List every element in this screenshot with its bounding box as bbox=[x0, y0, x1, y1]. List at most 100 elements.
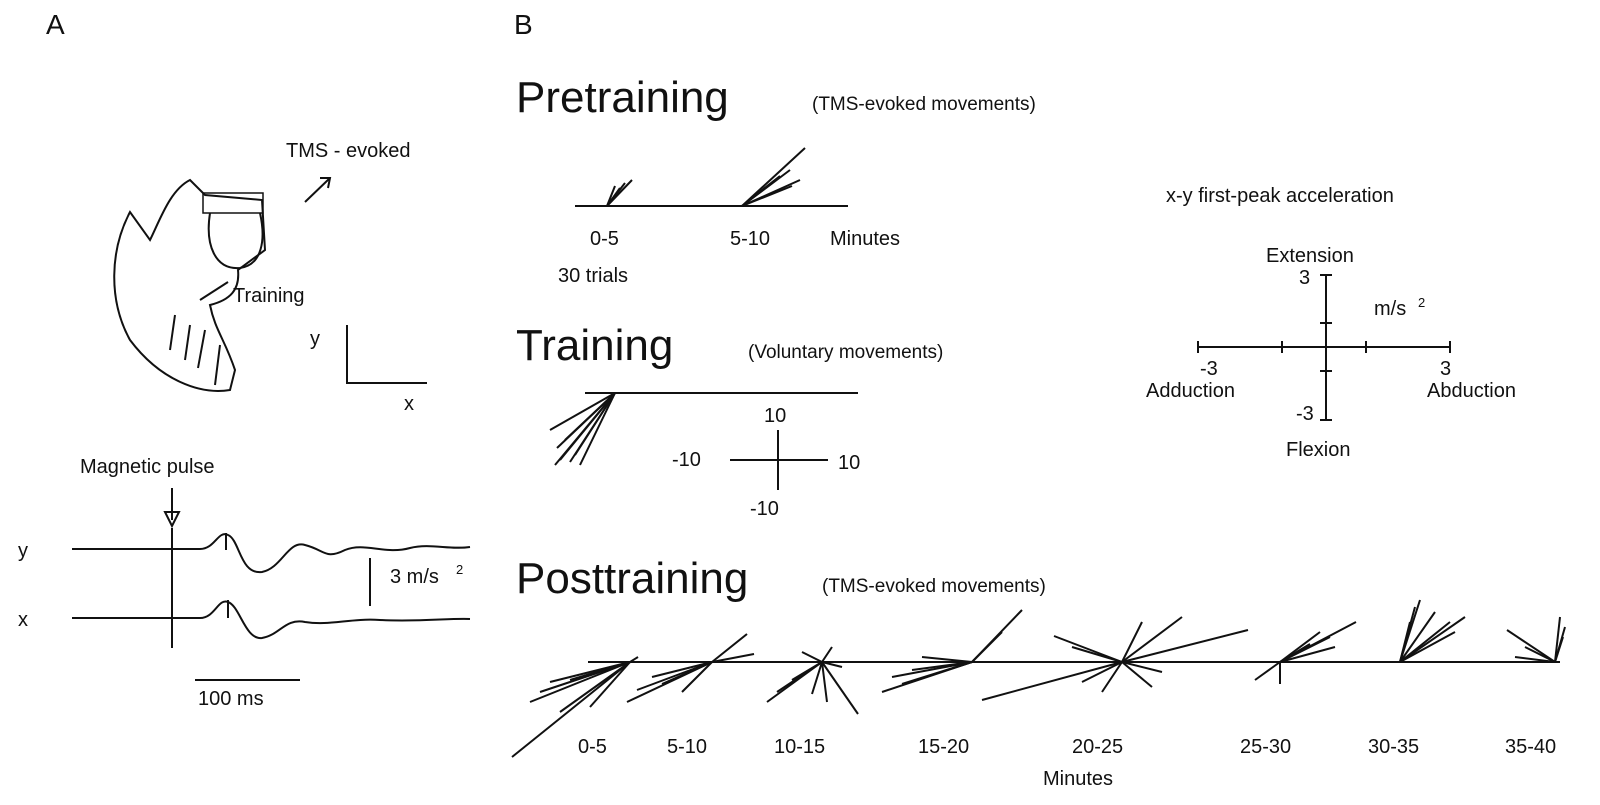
movement-vector bbox=[559, 392, 616, 461]
fingers bbox=[169, 314, 221, 386]
movement-vector bbox=[1506, 629, 1556, 663]
movement-vector bbox=[801, 651, 823, 663]
axis-label: x bbox=[404, 393, 414, 415]
movement-vector bbox=[971, 631, 1003, 663]
movement-vector bbox=[981, 661, 1123, 701]
bin-label: 35-40 bbox=[1505, 736, 1556, 758]
movement-vector bbox=[821, 661, 828, 703]
legend-tick-label: 3 bbox=[1299, 267, 1310, 289]
label: Training bbox=[233, 285, 305, 307]
panel-label: A bbox=[46, 9, 65, 40]
movement-vector bbox=[821, 661, 843, 668]
bin-label: 5-10 bbox=[730, 228, 770, 250]
bin-label: 20-25 bbox=[1072, 736, 1123, 758]
movement-vector bbox=[589, 661, 631, 708]
legend-label: Adduction bbox=[1146, 380, 1235, 402]
legend-ticks bbox=[1197, 274, 1451, 421]
axes bbox=[346, 325, 427, 384]
trace bbox=[72, 600, 471, 639]
scale-label: -10 bbox=[672, 449, 701, 471]
movement-vector bbox=[1399, 611, 1436, 663]
movement-vector bbox=[1279, 646, 1336, 663]
movement-vector bbox=[901, 661, 973, 685]
section-subtitle: (Voluntary movements) bbox=[748, 342, 943, 363]
section-subtitle: (TMS-evoked movements) bbox=[812, 94, 1036, 115]
trace bbox=[72, 533, 471, 574]
legend-tick-label: -3 bbox=[1200, 358, 1218, 380]
trace-label: x bbox=[18, 609, 28, 631]
legend-title: x-y first-peak acceleration bbox=[1166, 185, 1394, 207]
bin-label: 10-15 bbox=[774, 736, 825, 758]
movement-vector bbox=[556, 392, 616, 449]
label: Magnetic pulse bbox=[80, 456, 215, 478]
movement-vector bbox=[741, 185, 793, 207]
movement-vector bbox=[1121, 661, 1153, 688]
legend-unit-sup: 2 bbox=[1418, 295, 1425, 310]
legend-label: Extension bbox=[1266, 245, 1354, 267]
movement-vector bbox=[574, 392, 616, 456]
movement-vector bbox=[1254, 661, 1281, 681]
movement-vector bbox=[921, 656, 973, 663]
movement-vector bbox=[606, 182, 626, 207]
section-subtitle: (TMS-evoked movements) bbox=[822, 576, 1046, 597]
section-title: Posttraining bbox=[516, 554, 748, 603]
arrow bbox=[199, 281, 229, 301]
movement-vector bbox=[1514, 656, 1556, 663]
finger bbox=[207, 212, 264, 270]
movement-vector bbox=[661, 661, 713, 685]
hand-sketch bbox=[113, 178, 267, 392]
movement-vector bbox=[711, 653, 755, 663]
movement-vector bbox=[811, 661, 823, 695]
movement-vector bbox=[711, 633, 748, 663]
movement-vector bbox=[1399, 621, 1451, 663]
legend-tick-label: -3 bbox=[1296, 403, 1314, 425]
bin-label: 0-5 bbox=[590, 228, 619, 250]
movement-vector bbox=[1399, 631, 1456, 663]
movement-vector bbox=[1554, 636, 1564, 663]
bin-label: 25-30 bbox=[1240, 736, 1291, 758]
movement-vector bbox=[1279, 631, 1321, 663]
unit-label: Minutes bbox=[1043, 768, 1113, 790]
movement-vector bbox=[559, 661, 631, 713]
movement-vector bbox=[1121, 629, 1249, 663]
unit-label: Minutes bbox=[830, 228, 900, 250]
movement-vector bbox=[1121, 621, 1143, 663]
movement-vector bbox=[651, 661, 713, 678]
scale-label: 3 m/s bbox=[390, 566, 439, 588]
scale-label: 10 bbox=[764, 405, 786, 427]
movement-vector bbox=[529, 661, 631, 703]
movement-vector bbox=[911, 661, 973, 671]
axis-label: y bbox=[310, 328, 320, 350]
arrow-head bbox=[163, 511, 181, 529]
trace-label: y bbox=[18, 540, 28, 562]
bin-label: 15-20 bbox=[918, 736, 969, 758]
scale-label: 10 bbox=[838, 452, 860, 474]
movement-vector bbox=[821, 646, 833, 663]
section-title: Training bbox=[516, 321, 673, 370]
movement-vector bbox=[569, 661, 631, 681]
movement-vector bbox=[549, 392, 616, 431]
section-title: Pretraining bbox=[516, 73, 729, 122]
scale-sup: 2 bbox=[456, 562, 463, 577]
movement-vector bbox=[741, 183, 771, 207]
device bbox=[202, 192, 264, 214]
movement-vector bbox=[1081, 661, 1123, 683]
legend-label: Flexion bbox=[1286, 439, 1350, 461]
legend-unit: m/s bbox=[1374, 298, 1406, 320]
trials-label: 30 trials bbox=[558, 265, 628, 287]
movement-vector bbox=[791, 661, 823, 681]
legend-tick-label: 3 bbox=[1440, 358, 1451, 380]
movement-vector bbox=[1121, 661, 1163, 673]
bin-label: 30-35 bbox=[1368, 736, 1419, 758]
arrow bbox=[304, 177, 331, 203]
scale-label: 100 ms bbox=[198, 688, 264, 710]
scale-label: -10 bbox=[750, 498, 779, 520]
label: TMS - evoked bbox=[286, 140, 410, 162]
bin-label: 0-5 bbox=[578, 736, 607, 758]
movement-vector bbox=[579, 392, 616, 466]
panel-label: B bbox=[514, 9, 533, 40]
movement-vector bbox=[741, 147, 806, 207]
arrow-head bbox=[320, 177, 332, 189]
movement-vector bbox=[1554, 616, 1561, 663]
movement-vector bbox=[821, 661, 859, 715]
